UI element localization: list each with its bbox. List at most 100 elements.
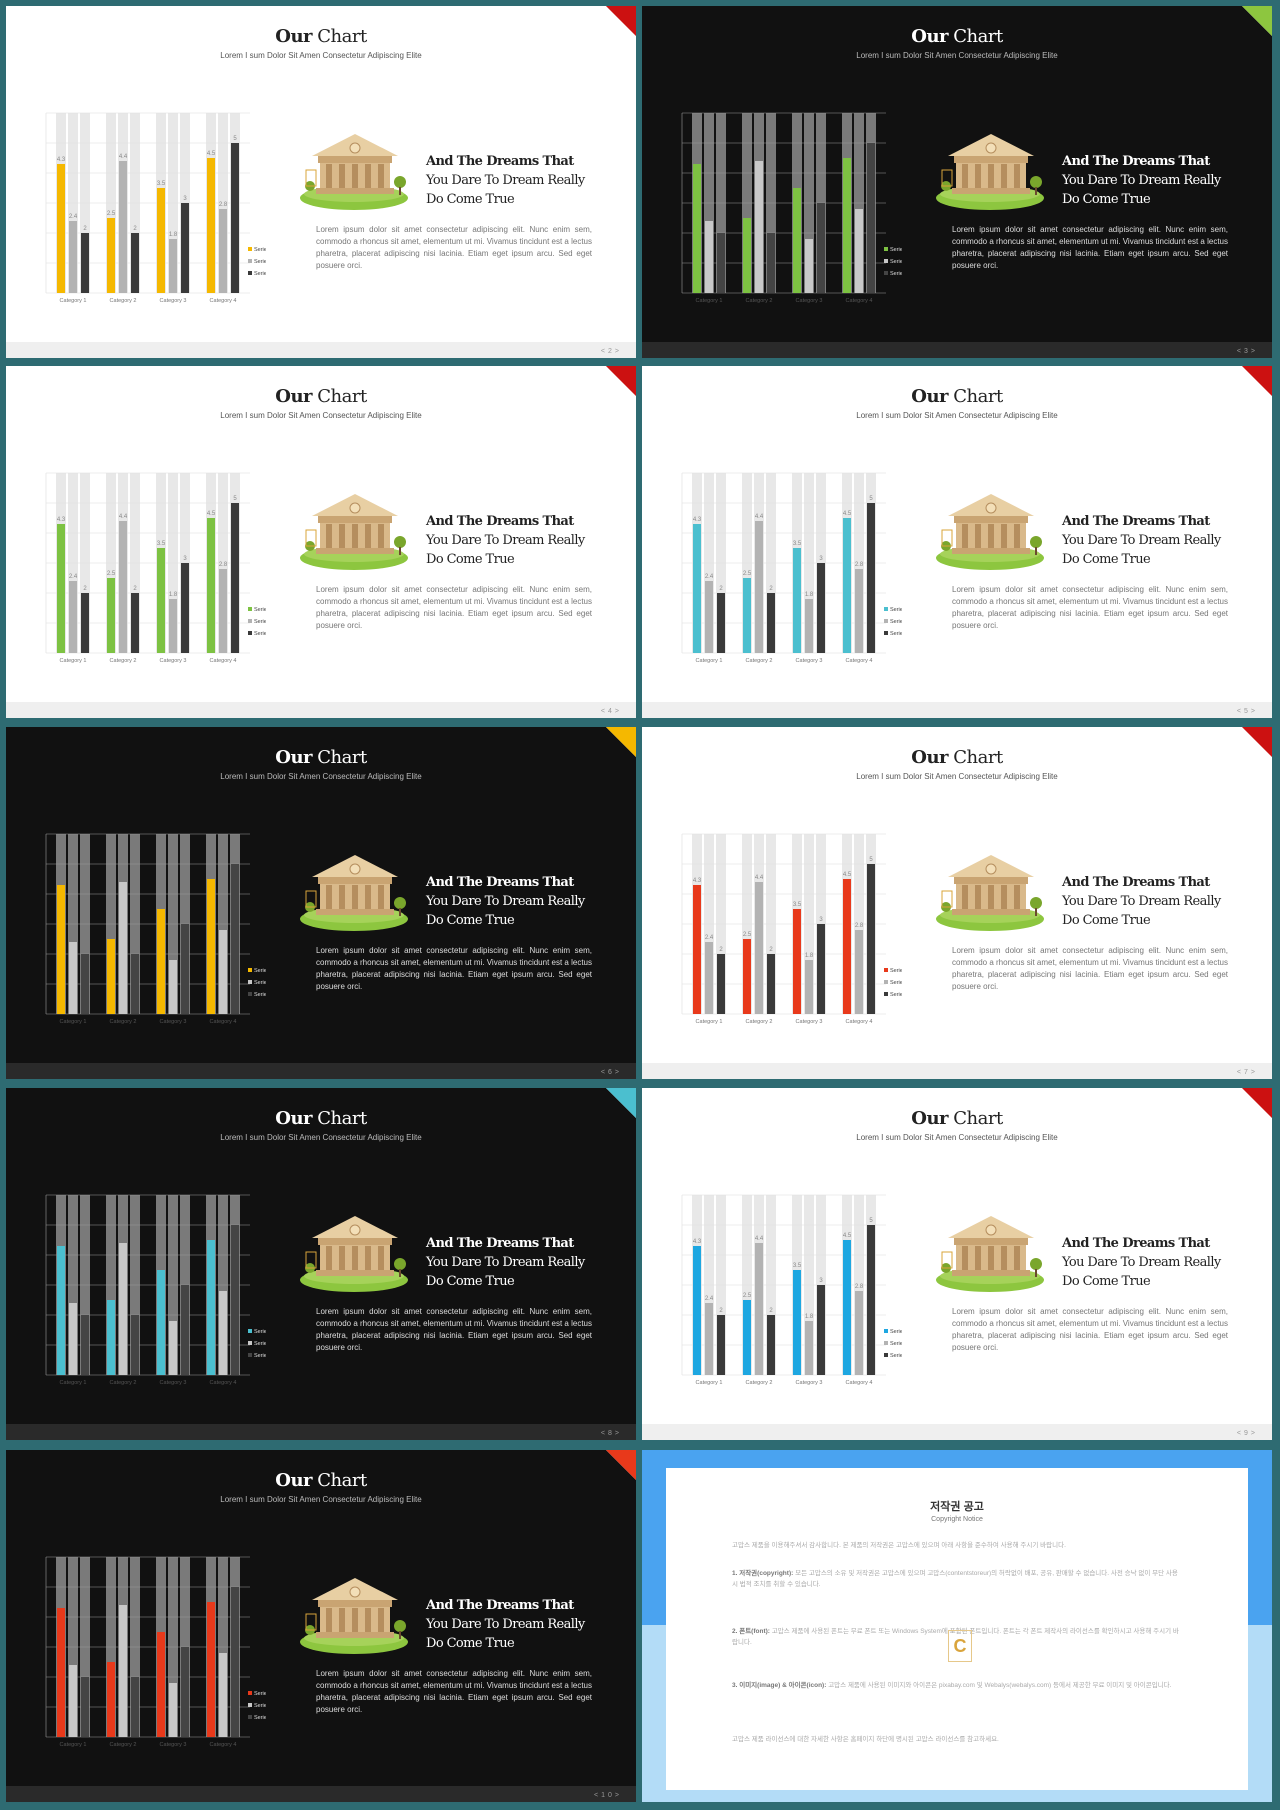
legend-label: Series 2 <box>890 1341 902 1347</box>
corner-accent <box>576 6 636 36</box>
slide-subtitle: Lorem I sum Dolor Sit Amen Consectetur A… <box>856 1133 1058 1142</box>
bar <box>207 1602 215 1737</box>
next-page-button[interactable]: > <box>1250 1430 1258 1437</box>
pager: <2> <box>601 348 622 355</box>
prev-page-button[interactable]: < <box>1236 708 1244 715</box>
tick-label: Category 2 <box>746 1380 773 1386</box>
bar <box>169 599 177 653</box>
data-label: 4.5 <box>843 1233 852 1239</box>
corner-accent <box>576 366 636 396</box>
bar <box>867 503 875 653</box>
next-page-button[interactable]: > <box>1250 708 1258 715</box>
legend-swatch <box>248 992 252 996</box>
bar <box>119 882 127 1014</box>
tick-label: Category 2 <box>746 1019 773 1025</box>
content-heading: And The Dreams That You Dare To Dream Rea… <box>426 152 585 209</box>
bar <box>705 1303 713 1375</box>
corner-accent <box>1212 1088 1272 1118</box>
copyright-section-1-title: 1. 저작권(copyright): <box>732 1570 794 1577</box>
bar <box>69 1303 77 1375</box>
content-heading: And The Dreams That You Dare To Dream Rea… <box>1062 1234 1221 1291</box>
prev-page-button[interactable]: < <box>594 1792 602 1799</box>
chart-area: 4.3 2.4 2 Category 1 2.5 4.4 2 Category 2 3.5 1.8… <box>36 101 274 316</box>
body-text: Lorem ipsum dolor sit amet consectetur a… <box>316 946 592 991</box>
bar <box>157 1632 165 1737</box>
copyright-footer-note: 고맙스 제품 라이선스에 대한 자세한 사항은 홈페이지 하단에 명시된 고맙스… <box>732 1736 999 1743</box>
data-label: 3.5 <box>157 181 166 187</box>
bar <box>767 1315 775 1375</box>
next-page-button[interactable]: > <box>1250 1069 1258 1076</box>
data-label: 4.5 <box>843 511 852 517</box>
data-label: 2 <box>83 226 87 232</box>
data-label: 3 <box>819 917 823 923</box>
bar <box>107 1662 115 1737</box>
tick-label: Category 2 <box>110 658 137 664</box>
bar-chart: Category 1 Category 2 Category 3 Category 4… <box>45 1556 274 1748</box>
bank-building-icon <box>300 134 408 210</box>
heading-line-1: And The Dreams That <box>426 154 574 169</box>
slide-subtitle: Lorem I sum Dolor Sit Amen Consectetur A… <box>856 411 1058 420</box>
data-label: 4.4 <box>755 1236 764 1242</box>
data-label: 4.3 <box>693 1239 702 1245</box>
tick-label: Category 1 <box>60 1019 87 1025</box>
next-page-button[interactable]: > <box>1250 348 1258 355</box>
data-label: 2.8 <box>855 1284 864 1290</box>
illustration <box>932 124 1052 219</box>
prev-page-button[interactable]: < <box>1236 348 1244 355</box>
copyright-paper: 저작권 공고 Copyright Notice 고맙스 제품을 이용해주셔서 감… <box>666 1468 1248 1790</box>
data-label: 2.4 <box>705 935 714 941</box>
title-rest: Chart <box>317 1470 367 1491</box>
slide-subtitle: Lorem I sum Dolor Sit Amen Consectetur A… <box>220 772 422 781</box>
corner-accent <box>1212 6 1272 36</box>
page-number: 4 <box>608 708 615 715</box>
data-label: 1.8 <box>169 592 178 598</box>
slide-footer: <8> <box>6 1424 636 1440</box>
data-label: 2.4 <box>69 214 78 220</box>
next-page-button[interactable]: > <box>614 348 622 355</box>
bar <box>81 593 89 653</box>
data-label: 3 <box>819 556 823 562</box>
bar <box>755 521 763 653</box>
slide-footer: <4> <box>6 702 636 718</box>
legend-label: Series 3 <box>254 1353 266 1359</box>
corner-accent <box>1212 727 1272 757</box>
slide-subtitle: Lorem I sum Dolor Sit Amen Consectetur A… <box>220 1133 422 1142</box>
bar <box>817 203 825 293</box>
title-rest: Chart <box>953 1108 1003 1129</box>
bar <box>693 164 701 293</box>
tick-label: Category 3 <box>796 298 823 304</box>
heading-line-1: And The Dreams That <box>1062 875 1210 890</box>
data-label: 5 <box>233 136 237 142</box>
bar-chart: 4.3 2.4 2 Category 1 2.5 4.4 2 Category 2 3.5 1.8… <box>681 472 910 664</box>
legend-label: Series 2 <box>254 1341 266 1347</box>
heading-line-1: And The Dreams That <box>1062 1236 1210 1251</box>
slide-footer: <3> <box>642 342 1272 358</box>
prev-page-button[interactable]: < <box>600 348 608 355</box>
next-page-button[interactable]: > <box>614 708 622 715</box>
legend-label: Series 2 <box>254 259 266 265</box>
prev-page-button[interactable]: < <box>1236 1430 1244 1437</box>
legend-label: Series 1 <box>254 607 266 613</box>
body-text: Lorem ipsum dolor sit amet consectetur a… <box>952 1307 1228 1352</box>
prev-page-button[interactable]: < <box>600 708 608 715</box>
slide-subtitle: Lorem I sum Dolor Sit Amen Consectetur A… <box>220 411 422 420</box>
title-rest: Chart <box>953 386 1003 407</box>
legend-label: Series 1 <box>254 968 266 974</box>
bar <box>69 221 77 293</box>
prev-page-button[interactable]: < <box>600 1430 608 1437</box>
bar <box>855 1291 863 1375</box>
body-text: Lorem ipsum dolor sit amet consectetur a… <box>316 225 592 270</box>
prev-page-button[interactable]: < <box>600 1069 608 1076</box>
slide-title: Our Chart <box>6 26 636 47</box>
next-page-button[interactable]: > <box>614 1069 622 1076</box>
next-page-button[interactable]: > <box>614 1430 622 1437</box>
prev-page-button[interactable]: < <box>1236 1069 1244 1076</box>
heading-line-3: Do Come True <box>1062 913 1151 928</box>
next-page-button[interactable]: > <box>614 1792 622 1799</box>
bar <box>69 581 77 653</box>
slide-title: Our Chart <box>6 1108 636 1129</box>
tick-label: Category 3 <box>160 1380 187 1386</box>
title-bold: Our <box>275 1108 313 1129</box>
bar <box>181 1285 189 1375</box>
data-label: 2 <box>83 586 87 592</box>
